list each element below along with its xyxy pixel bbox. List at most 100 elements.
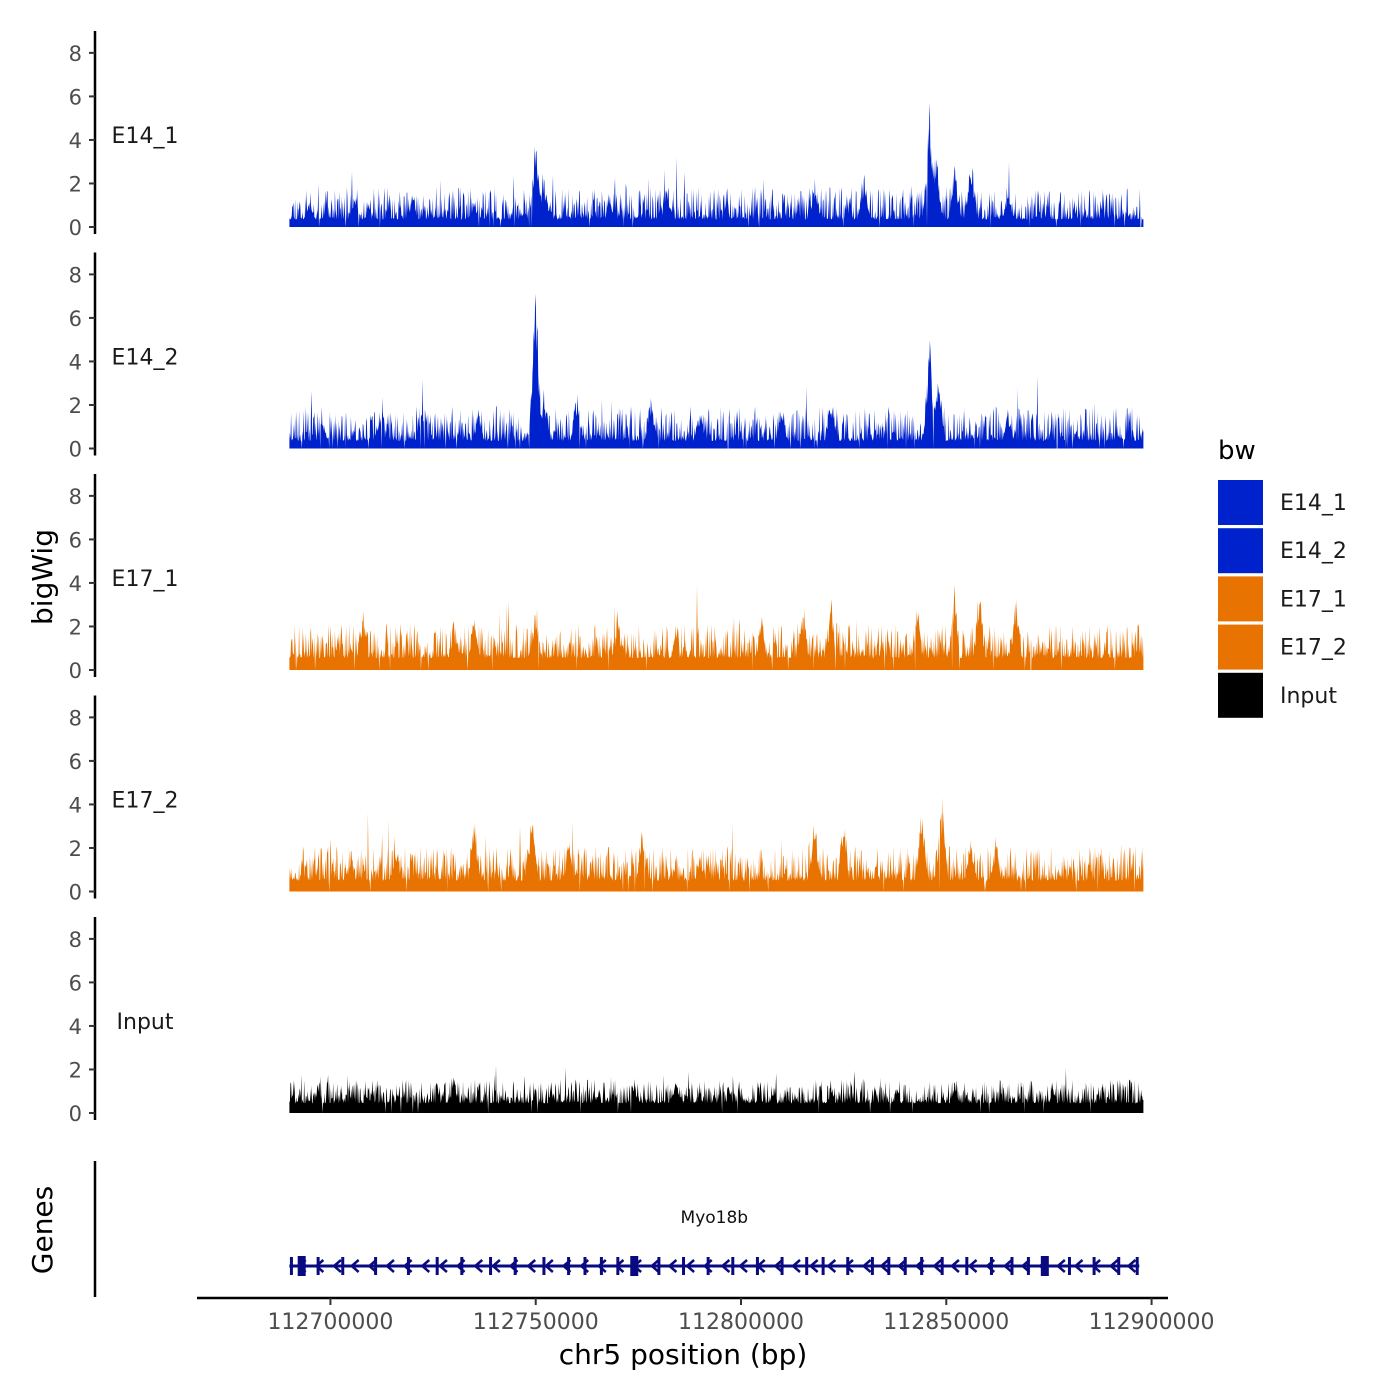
gene-exon xyxy=(965,1257,969,1275)
gene-exon xyxy=(870,1257,874,1275)
x-tick-label: 112800000 xyxy=(678,1310,804,1335)
strand-arrow xyxy=(1091,1259,1101,1273)
strand-arrow xyxy=(296,1259,307,1273)
strand-arrow xyxy=(1126,1259,1137,1273)
gene-exon xyxy=(682,1257,686,1275)
legend-swatch xyxy=(1218,480,1263,525)
strand-arrow xyxy=(420,1259,431,1273)
strand-arrow xyxy=(826,1259,837,1273)
y-tick-label: 6 xyxy=(69,750,82,774)
y-tick-label: 4 xyxy=(69,129,82,153)
track-label: E14_2 xyxy=(112,346,179,371)
gene-exon xyxy=(460,1257,464,1275)
strand-arrow xyxy=(1108,1259,1119,1273)
track-label: E17_1 xyxy=(112,567,179,592)
gene-exon xyxy=(731,1257,735,1275)
strand-arrow xyxy=(685,1259,695,1273)
legend-items: E14_1 E14_2 E17_1 E17_2 Input xyxy=(1218,480,1347,718)
strand-arrow xyxy=(596,1259,607,1273)
track-e17-2: 0 2 4 6 8 E17_2 xyxy=(69,695,1144,905)
genes-axis-title: Genes xyxy=(26,1186,59,1274)
gene-exon-large xyxy=(297,1256,306,1276)
x-tick-label: 112700000 xyxy=(267,1310,393,1335)
y-tick-label: 0 xyxy=(69,881,82,905)
strand-arrow xyxy=(755,1259,766,1273)
y-tick-label: 8 xyxy=(69,706,82,730)
strand-arrow xyxy=(932,1259,943,1273)
y-tick-label: 6 xyxy=(69,528,82,552)
track-label: E17_2 xyxy=(112,789,179,814)
gene-exon xyxy=(406,1257,410,1275)
gene-exon xyxy=(374,1257,378,1275)
y-tick-label: 8 xyxy=(69,485,82,509)
gene-exon xyxy=(567,1257,571,1275)
gene-exon-large xyxy=(1040,1256,1049,1276)
y-tick-label: 8 xyxy=(69,263,82,287)
strand-arrow xyxy=(473,1259,484,1273)
strand-arrow xyxy=(438,1259,448,1273)
strand-arrow xyxy=(897,1259,907,1273)
strand-arrow xyxy=(579,1259,589,1273)
track-e17-1: 0 2 4 6 8 E17_1 xyxy=(69,474,1144,683)
gene-exon xyxy=(706,1257,710,1275)
y-tick-label: 0 xyxy=(69,216,82,240)
strand-arrow xyxy=(632,1259,642,1273)
x-axis: 112700000 112750000 112800000 112850000 1129… xyxy=(197,1296,1215,1335)
y-tick-label: 4 xyxy=(69,572,82,596)
y-tick-label: 8 xyxy=(69,928,82,952)
legend-swatch xyxy=(1218,672,1263,718)
gene-exon xyxy=(289,1257,293,1275)
legend-swatch xyxy=(1218,576,1263,622)
strand-arrow xyxy=(791,1259,801,1273)
gene-exon xyxy=(1026,1257,1030,1275)
strand-arrow xyxy=(455,1259,466,1273)
gene-exon xyxy=(341,1257,345,1275)
strand-arrow xyxy=(667,1259,678,1273)
gene-exon xyxy=(821,1257,825,1275)
track-label: Input xyxy=(117,1010,174,1035)
legend-label: Input xyxy=(1280,684,1337,709)
genes-track: Myo18b xyxy=(93,1161,1140,1297)
gene-exon xyxy=(513,1257,517,1275)
y-tick-label: 2 xyxy=(69,172,82,196)
strand-arrow xyxy=(861,1259,872,1273)
signal-area-e17-2 xyxy=(289,797,1144,892)
gene-exon xyxy=(940,1257,944,1275)
strand-arrow xyxy=(914,1259,925,1273)
strand-arrow xyxy=(332,1259,342,1273)
track-label: E14_1 xyxy=(112,124,179,149)
strand-arrow xyxy=(402,1259,413,1273)
strand-arrow xyxy=(543,1259,554,1273)
gene-exon xyxy=(903,1257,907,1275)
legend-title: bw xyxy=(1218,436,1256,466)
strand-arrow xyxy=(1073,1259,1084,1273)
gene-exon xyxy=(489,1257,493,1275)
gene-exon xyxy=(1135,1257,1139,1275)
strand-arrow xyxy=(967,1259,978,1273)
y-tick-label: 2 xyxy=(69,1058,82,1082)
y-tick-label: 6 xyxy=(69,971,82,995)
strand-arrow xyxy=(508,1259,519,1273)
y-tick-label: 0 xyxy=(69,1102,82,1126)
y-tick-label: 4 xyxy=(69,1015,82,1039)
strand-arrow xyxy=(649,1259,660,1273)
strand-arrow xyxy=(702,1259,713,1273)
gene-exon xyxy=(805,1257,809,1275)
signal-area-e17-1 xyxy=(289,584,1144,670)
gene-exon xyxy=(542,1257,546,1275)
legend-swatch xyxy=(1218,528,1263,574)
gene-exon xyxy=(780,1257,784,1275)
legend: bw E14_1 E14_2 E17_1 E17_2 Input xyxy=(1218,436,1347,718)
strand-arrow xyxy=(367,1259,378,1273)
gene-exon xyxy=(1010,1257,1014,1275)
y-tick-label: 8 xyxy=(69,42,82,66)
x-tick-label: 112850000 xyxy=(883,1310,1009,1335)
strand-arrow xyxy=(773,1259,784,1273)
gene-exon xyxy=(435,1257,439,1275)
gene-exon xyxy=(1067,1257,1071,1275)
x-axis-title: chr5 position (bp) xyxy=(559,1338,808,1371)
y-tick-label: 0 xyxy=(69,659,82,683)
signal-area-e14-2 xyxy=(289,293,1144,449)
gene-exon xyxy=(599,1257,603,1275)
